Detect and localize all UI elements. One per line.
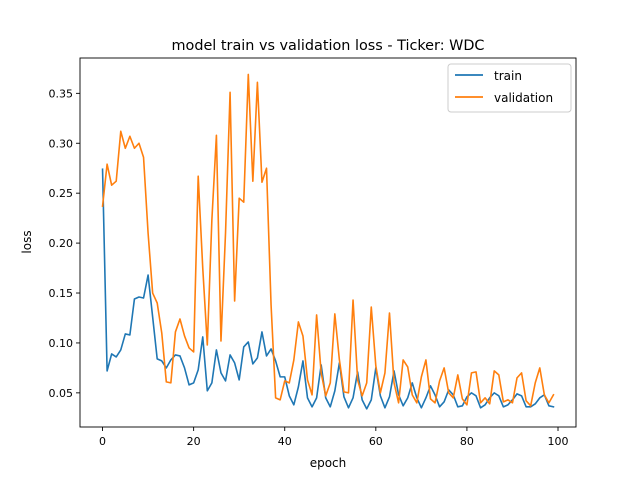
y-tick-label: 0.30 (49, 137, 74, 150)
legend-label-train: train (494, 69, 522, 83)
legend-label-validation: validation (494, 91, 553, 105)
axes-layer: 0 20 40 60 80 100 0.05 0.10 0.15 0.20 0.25 0.30 0.35 (49, 57, 577, 448)
y-axis-label: loss (20, 230, 34, 253)
series-layer (101, 73, 555, 410)
x-tick-label: 20 (187, 435, 201, 448)
x-tick-label: 100 (548, 435, 569, 448)
series-line-train (101, 168, 555, 410)
y-tick-label: 0.20 (49, 237, 74, 250)
x-axis-label: epoch (310, 456, 347, 470)
chart-title: model train vs validation loss - Ticker:… (172, 38, 485, 54)
plot-frame (79, 57, 577, 428)
x-tick-label: 80 (460, 435, 474, 448)
y-tick-label: 0.10 (49, 337, 74, 350)
legend-box (447, 63, 572, 113)
y-tick-label: 0.05 (49, 387, 74, 400)
legend: train validation (447, 63, 572, 113)
x-tick-label: 60 (369, 435, 383, 448)
x-tick-label: 0 (99, 435, 106, 448)
y-tick-label: 0.15 (49, 287, 74, 300)
y-tick-label: 0.35 (49, 87, 74, 100)
y-tick-label: 0.25 (49, 187, 74, 200)
series-line-validation (101, 73, 555, 407)
x-tick-label: 40 (278, 435, 292, 448)
